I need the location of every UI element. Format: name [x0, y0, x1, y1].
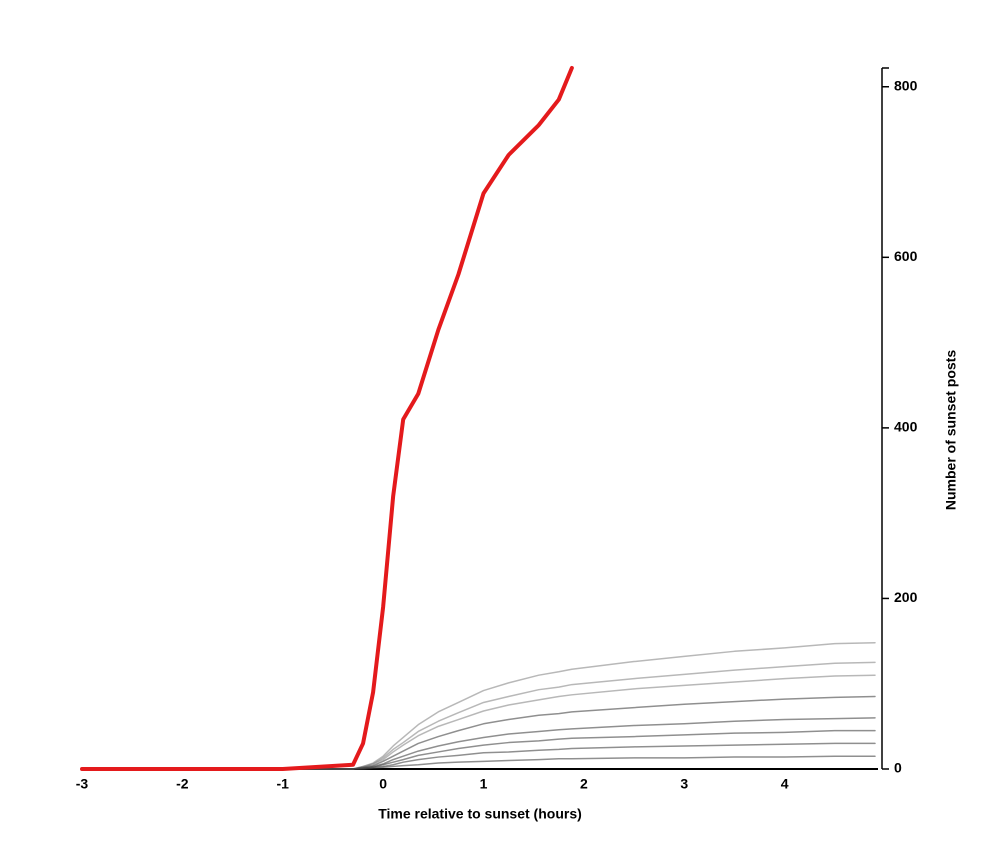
x-axis-label: Time relative to sunset (hours) — [378, 806, 582, 822]
series-line — [81, 729, 876, 770]
x-tick-label: -1 — [277, 776, 290, 792]
series-line — [81, 674, 876, 770]
y-tick-label: 600 — [894, 248, 918, 264]
y-tick-label: 200 — [894, 589, 918, 605]
x-tick-label: -3 — [76, 776, 89, 792]
y-tick-label: 400 — [894, 419, 918, 435]
y-tick-label: 0 — [894, 760, 902, 776]
y-tick-label: 800 — [894, 77, 918, 93]
x-tick-label: 2 — [580, 776, 588, 792]
x-tick-label: 3 — [680, 776, 688, 792]
series-line — [81, 642, 876, 770]
x-tick-label: -2 — [176, 776, 189, 792]
x-tick-label: 1 — [480, 776, 488, 792]
series-line — [80, 66, 574, 771]
x-tick-label: 0 — [379, 776, 387, 792]
series-line — [81, 742, 876, 770]
series-line — [81, 695, 876, 770]
x-tick-label: 4 — [781, 776, 789, 792]
series-line — [81, 755, 876, 770]
y-axis-label: Number of sunset posts — [943, 350, 959, 510]
